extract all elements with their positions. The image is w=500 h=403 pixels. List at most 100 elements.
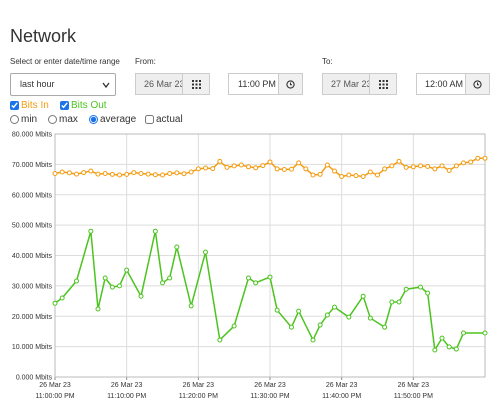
data-point <box>203 249 208 255</box>
radio[interactable] <box>10 115 19 124</box>
data-point <box>339 174 345 180</box>
series-checkbox[interactable] <box>10 101 19 110</box>
data-point <box>382 324 388 330</box>
data-point <box>461 330 466 336</box>
data-point <box>353 173 359 179</box>
data-point <box>289 166 294 172</box>
to-calendar-button[interactable] <box>369 73 397 95</box>
data-point <box>253 165 259 171</box>
to-time-value: 12:00 AM <box>425 79 464 89</box>
preset-select[interactable]: last hour <box>10 73 116 96</box>
y-tick-label: 20.000 Mbits <box>12 314 53 321</box>
data-point <box>296 308 302 314</box>
from-time[interactable]: 11:00 PM <box>228 73 279 95</box>
option-label: average <box>100 114 137 125</box>
aggregation-option[interactable]: max <box>48 114 78 125</box>
data-point <box>461 160 466 166</box>
data-point <box>81 170 87 176</box>
y-tick-label: 40.000 Mbits <box>12 253 53 260</box>
data-point <box>425 290 431 296</box>
data-point <box>160 172 165 178</box>
data-point <box>332 168 337 174</box>
x-tick-label: 26 Mar 23 <box>254 382 286 389</box>
data-point <box>432 166 438 172</box>
data-point <box>174 170 180 176</box>
data-point <box>102 170 108 176</box>
from-label: From: <box>135 57 156 66</box>
y-tick-label: 0.000 Mbits <box>16 375 53 382</box>
x-tick-label: 11:20:00 PM <box>179 393 218 400</box>
data-point <box>346 314 352 320</box>
x-tick-label: 11:30:00 PM <box>250 393 289 400</box>
from-calendar-button[interactable] <box>182 73 210 95</box>
data-point <box>246 164 251 170</box>
aggregation-option[interactable]: min <box>10 114 37 125</box>
to-clock-button[interactable] <box>465 73 490 95</box>
data-point <box>131 170 137 176</box>
data-point <box>210 166 216 172</box>
chart: 0.000 Mbits 10.000 Mbits 20.000 Mbits 30.00… <box>12 132 488 400</box>
data-point <box>231 323 237 329</box>
data-point <box>439 163 445 169</box>
plot-border <box>54 133 486 378</box>
to-time[interactable]: 12:00 AM <box>416 73 466 95</box>
data-point <box>317 171 323 177</box>
to-label: To: <box>322 57 333 66</box>
data-point <box>360 293 366 299</box>
to-date[interactable]: 27 Mar 23 <box>322 73 370 95</box>
from-clock-button[interactable] <box>278 73 303 95</box>
preset-value: last hour <box>20 79 55 89</box>
data-point <box>217 158 223 164</box>
data-point <box>167 275 173 281</box>
from-time-value: 11:00 PM <box>238 79 276 89</box>
y-tick-label: 30.000 Mbits <box>12 283 53 290</box>
data-point <box>289 324 294 330</box>
checkbox[interactable] <box>145 115 154 124</box>
data-point <box>296 160 302 166</box>
x-tick-label: 11:50:00 PM <box>394 393 433 400</box>
data-point <box>446 167 452 173</box>
data-point <box>418 284 423 290</box>
data-point <box>439 335 445 341</box>
data-point <box>396 158 402 164</box>
data-point <box>59 169 65 175</box>
x-tick-label: 26 Mar 23 <box>111 382 143 389</box>
data-point <box>389 163 395 169</box>
actual-option[interactable]: actual <box>145 114 183 125</box>
data-point <box>317 322 323 328</box>
data-point <box>332 304 337 310</box>
data-point <box>203 165 208 171</box>
data-point <box>482 155 488 161</box>
clock-icon <box>473 79 482 89</box>
data-point <box>181 171 187 177</box>
series-toggle[interactable]: Bits Out <box>60 100 107 111</box>
data-point <box>346 172 352 178</box>
series-checkbox[interactable] <box>60 101 69 110</box>
data-point <box>274 307 280 313</box>
series-name: Bits In <box>21 100 49 111</box>
data-point <box>403 286 409 292</box>
data-point <box>375 172 380 178</box>
range-label: Select or enter date/time range <box>10 57 120 66</box>
data-point <box>274 166 280 172</box>
radio[interactable] <box>48 115 57 124</box>
from-date[interactable]: 26 Mar 23 <box>135 73 183 95</box>
data-point <box>109 284 115 290</box>
data-point <box>224 164 230 170</box>
x-tick-label: 26 Mar 23 <box>326 382 358 389</box>
x-tick-label: 11:40:00 PM <box>322 393 361 400</box>
data-point <box>453 163 459 169</box>
x-tick-label: 11:00:00 PM <box>35 393 74 400</box>
y-tick-label: 10.000 Mbits <box>12 344 53 351</box>
data-point <box>95 306 101 312</box>
data-point <box>95 171 101 177</box>
radio[interactable] <box>89 115 98 124</box>
aggregation-option[interactable]: average <box>89 114 136 125</box>
data-point <box>138 293 144 299</box>
data-point <box>138 170 144 176</box>
page-title: Network <box>10 26 77 46</box>
series-toggle[interactable]: Bits In <box>10 100 49 111</box>
data-point <box>303 166 309 172</box>
data-point <box>267 274 273 280</box>
data-point <box>425 164 431 170</box>
